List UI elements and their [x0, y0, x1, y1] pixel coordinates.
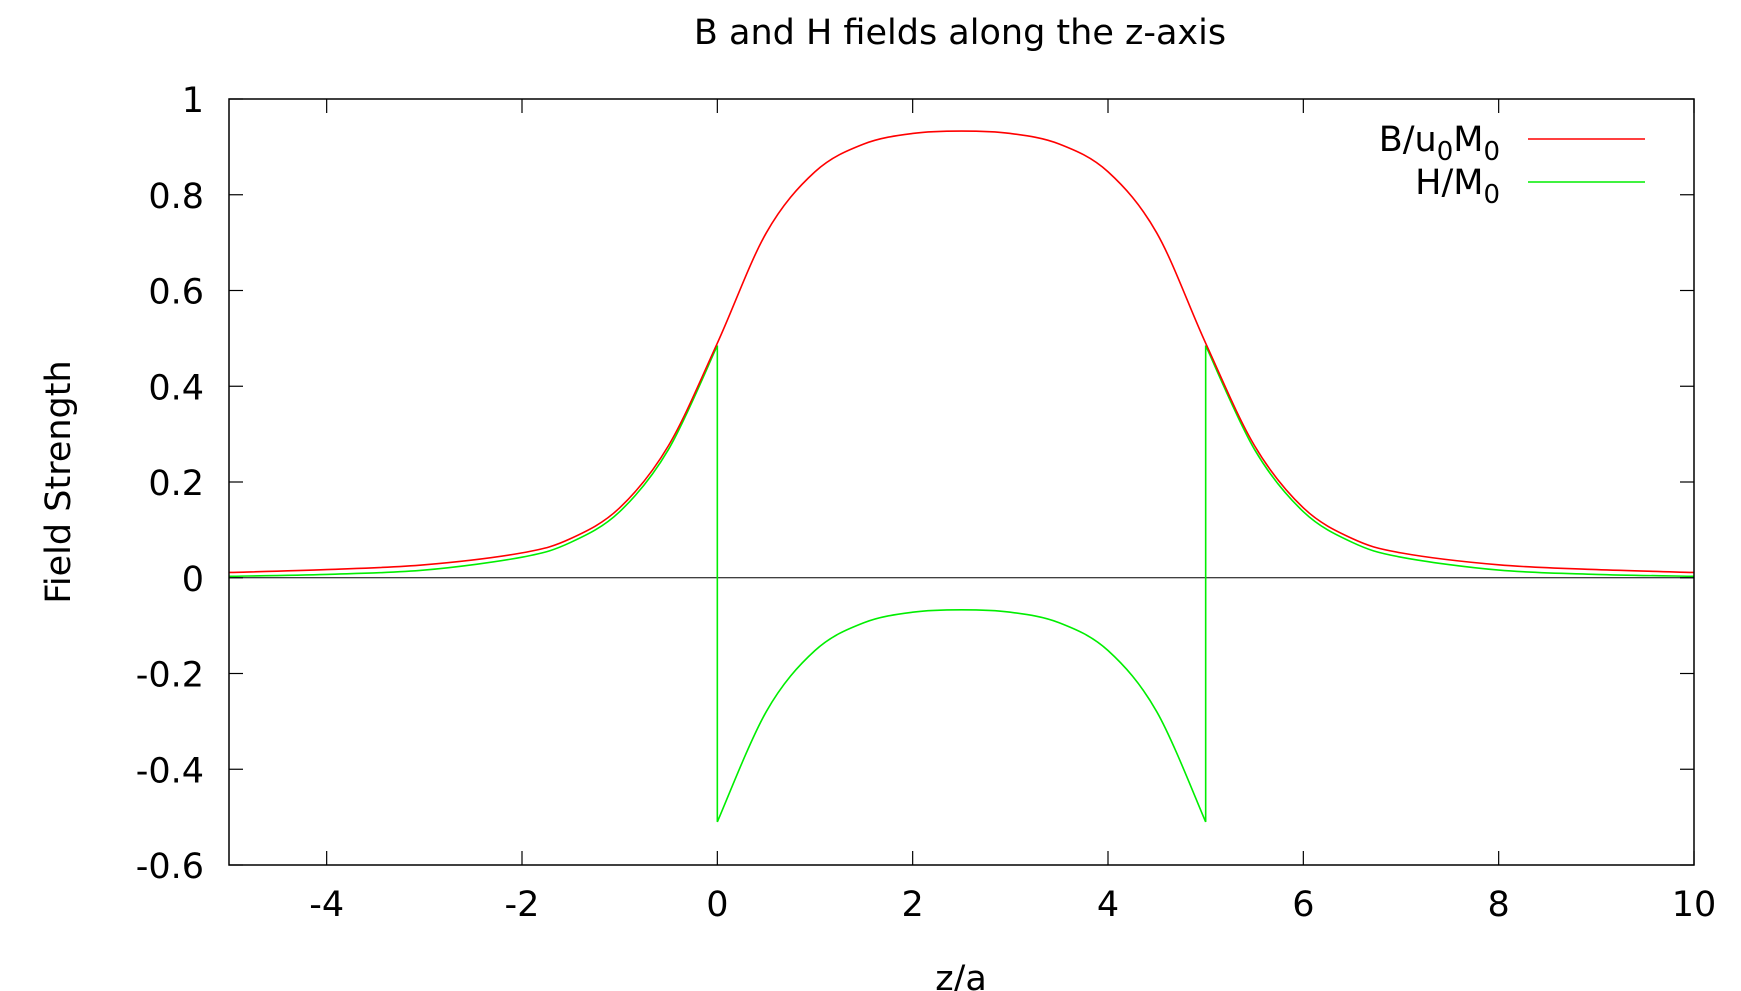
legend-h-sub1: 0: [1483, 180, 1500, 210]
x-tick-label: 6: [1292, 885, 1314, 925]
x-axis-label: z/a: [935, 959, 987, 991]
y-tick-label: 0.6: [148, 273, 204, 313]
y-tick-label: 0: [182, 560, 204, 600]
y-axis: -0.6 -0.4 -0.2 0 0.2 0.4 0.6 0.8 1: [136, 81, 1694, 887]
x-tick-label: 4: [1097, 885, 1119, 925]
x-tick-label: 0: [706, 885, 728, 925]
legend-b-base2: M: [1453, 120, 1483, 160]
x-axis: -4 -2 0 2 4 6 8 10: [309, 99, 1716, 925]
y-tick-label: -0.6: [136, 847, 204, 887]
y-tick-label: 0.4: [148, 368, 204, 408]
series-line-b-field: [228, 130, 1695, 574]
legend-b-sub1: 0: [1437, 137, 1454, 167]
y-tick-label: -0.2: [136, 656, 204, 696]
series-line-h-field: [228, 345, 1695, 823]
series-layer: [228, 130, 1695, 823]
y-tick-label: 1: [182, 81, 204, 121]
x-tick-label: 10: [1672, 885, 1717, 925]
y-axis-label: Field Strength: [39, 360, 79, 603]
legend-label-b: B/u0M0: [1379, 120, 1500, 167]
legend-h-base1: H/M: [1415, 163, 1483, 203]
legend: B/u0M0 H/M0: [1379, 120, 1645, 210]
legend-b-sub2: 0: [1483, 137, 1500, 167]
x-tick-label: 8: [1488, 885, 1510, 925]
plot-frame: [228, 98, 1695, 866]
legend-label-h: H/M0: [1415, 163, 1500, 210]
legend-b-base1: B/u: [1379, 120, 1437, 160]
chart-title: B and H fields along the z-axis: [694, 13, 1226, 53]
y-tick-label: -0.4: [136, 751, 204, 791]
x-tick-label: 2: [902, 885, 924, 925]
x-tick-label: -2: [505, 885, 540, 925]
x-tick-label: -4: [309, 885, 344, 925]
y-tick-label: 0.2: [148, 464, 204, 504]
y-tick-label: 0.8: [148, 177, 204, 217]
